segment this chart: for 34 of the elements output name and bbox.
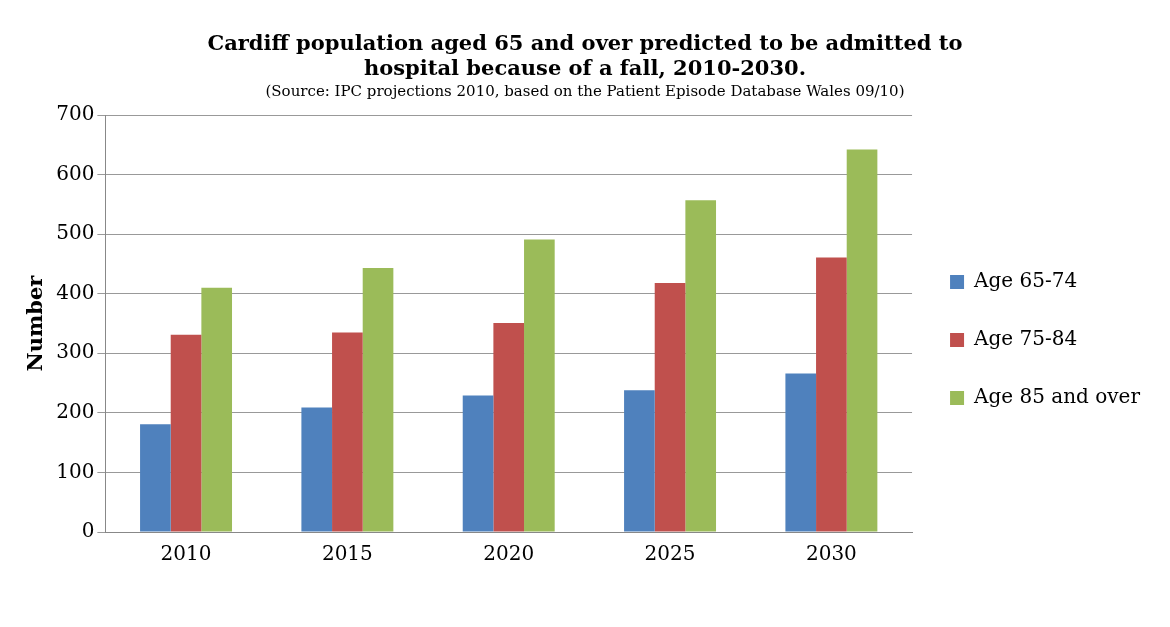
bar — [493, 322, 525, 532]
x-tick-label: 2030 — [805, 541, 857, 566]
bar — [462, 395, 494, 532]
bar — [362, 268, 394, 532]
x-tick-label: 2020 — [483, 541, 535, 566]
bar — [654, 282, 686, 532]
chart-subtitle: (Source: IPC projections 2010, based on the Patient Episode Database Wales 09/10) — [264, 82, 906, 100]
y-tick-label: 600 — [56, 160, 95, 185]
y-tick-label: 300 — [56, 339, 95, 364]
x-tick-label: 2025 — [644, 541, 696, 566]
y-tick-label: 700 — [56, 101, 95, 126]
y-tick-label: 0 — [81, 518, 95, 543]
bar — [332, 332, 363, 532]
legend-label: Age 85 and over — [973, 384, 1141, 409]
bar — [816, 257, 847, 532]
bar — [524, 239, 555, 532]
legend-label: Age 75-84 — [973, 326, 1078, 351]
x-tick-label: 2010 — [160, 541, 212, 566]
legend-label: Age 65-74 — [973, 268, 1078, 293]
x-tick-label: 2015 — [321, 541, 373, 566]
y-tick-label: 100 — [56, 458, 95, 483]
y-tick-label: 200 — [56, 399, 95, 424]
bar — [846, 149, 878, 532]
chart-title: Cardiff population aged 65 and over predicted to be admitted to hospital because of a fall, 2010-2030. — [206, 29, 964, 80]
bar — [685, 200, 717, 532]
bar — [170, 334, 202, 532]
y-tick-label: 500 — [56, 220, 95, 245]
bar — [201, 287, 233, 532]
bar — [785, 373, 817, 532]
bar — [301, 407, 333, 532]
y-axis-title: Number — [22, 274, 48, 372]
bar — [140, 424, 171, 532]
y-tick-label: 400 — [56, 279, 95, 304]
bar — [624, 390, 655, 532]
